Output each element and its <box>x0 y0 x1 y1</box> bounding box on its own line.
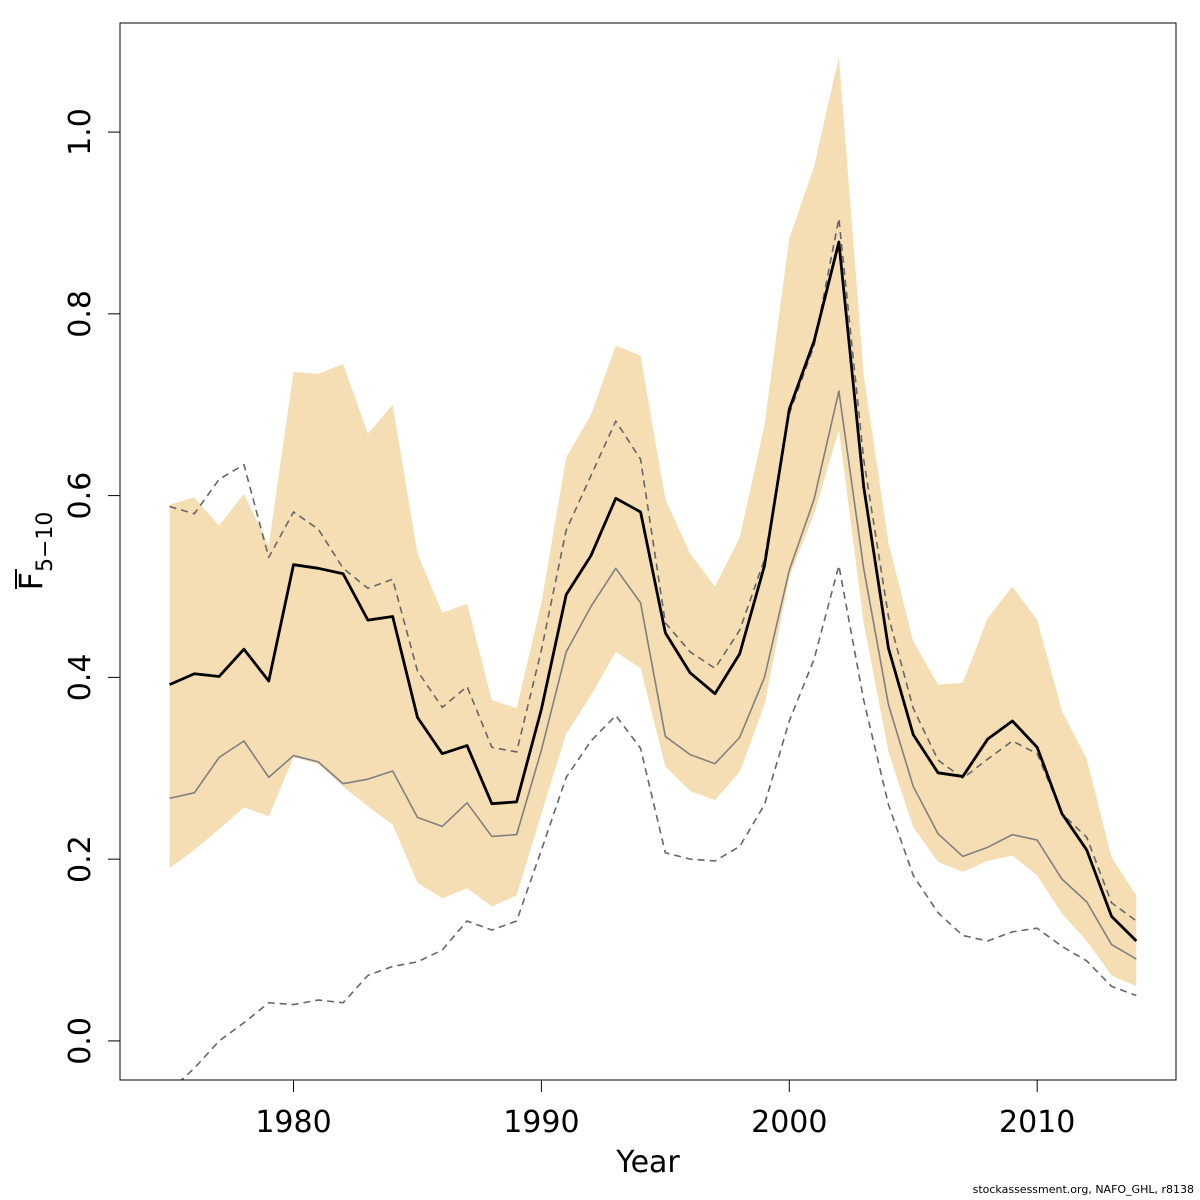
y-axis-title: F5−10 <box>12 512 58 591</box>
series-line-upper-dashed <box>169 217 1137 922</box>
credit-text: stockassessment.org, NAFO_GHL, r8138 <box>972 1183 1194 1196</box>
x-tick-label: 2010 <box>999 1105 1075 1140</box>
x-tick-label: 2000 <box>751 1105 827 1140</box>
x-axis: 1980 1990 2000 2010 <box>255 1080 1075 1140</box>
y-tick-label: 0.8 <box>63 290 98 338</box>
y-axis: 0.0 0.2 0.4 0.6 0.8 1.0 <box>63 108 120 1065</box>
x-axis-title: Year <box>615 1145 680 1180</box>
svg-text:F5−10: F5−10 <box>12 512 58 591</box>
y-axis-title-main: F <box>12 572 50 590</box>
y-tick-label: 1.0 <box>63 108 98 156</box>
series-line-lower-dashed <box>180 564 1137 1080</box>
y-axis-title-subscript: 5−10 <box>33 512 58 572</box>
series-line-retrospective <box>169 390 1137 960</box>
series-line-estimate <box>169 240 1138 942</box>
confidence-band <box>169 56 1137 987</box>
y-tick-label: 0.2 <box>63 835 98 883</box>
x-tick-label: 1990 <box>503 1105 579 1140</box>
y-tick-label: 0.0 <box>63 1017 98 1065</box>
x-tick-label: 1980 <box>255 1105 331 1140</box>
y-tick-label: 0.6 <box>63 472 98 520</box>
plot-area <box>169 56 1138 1080</box>
plot-frame <box>119 22 1177 1081</box>
y-tick-label: 0.4 <box>63 654 98 702</box>
